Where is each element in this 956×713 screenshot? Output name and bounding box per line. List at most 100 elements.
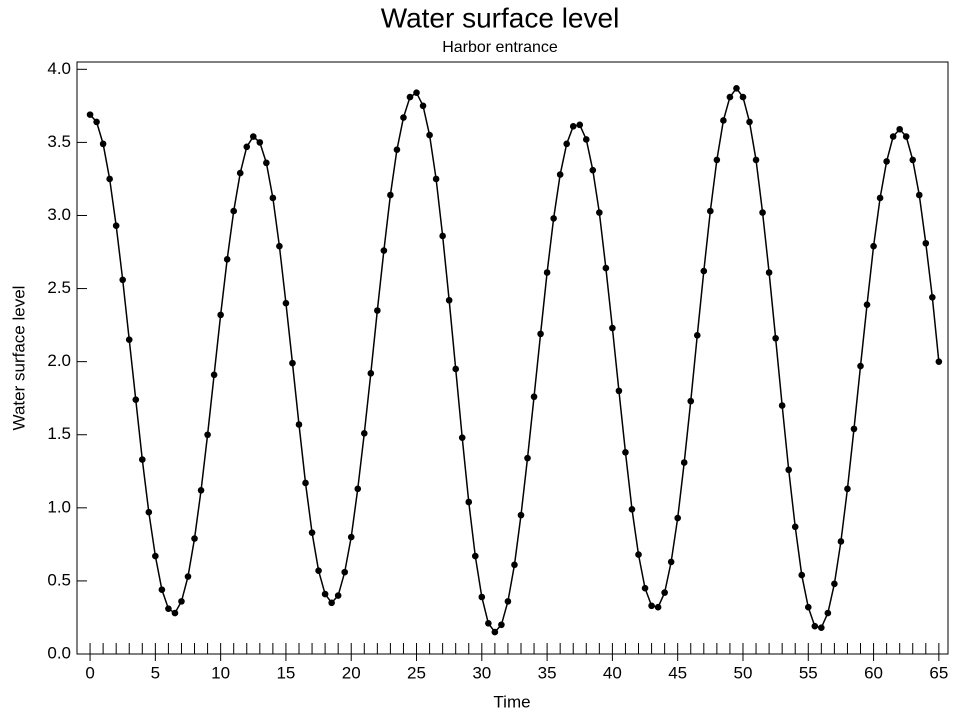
- y-axis-label: Water surface level: [9, 286, 28, 431]
- data-point: [628, 505, 636, 513]
- data-point: [778, 402, 786, 409]
- data-point: [236, 169, 244, 177]
- data-point: [223, 256, 231, 263]
- data-point: [419, 102, 427, 110]
- data-point: [844, 485, 851, 493]
- data-point: [132, 396, 140, 403]
- y-tick-label: 1.5: [47, 424, 71, 443]
- x-tick-label: 55: [799, 663, 818, 682]
- data-point: [504, 598, 512, 605]
- data-point: [654, 603, 662, 611]
- data-point: [935, 358, 943, 365]
- data-point: [263, 159, 270, 167]
- data-point: [458, 434, 466, 441]
- data-point: [739, 93, 747, 101]
- data-point: [759, 209, 766, 216]
- x-axis-label: Time: [493, 692, 530, 711]
- data-point: [243, 143, 251, 151]
- data-point: [733, 85, 740, 92]
- x-tick-label: 50: [734, 663, 753, 682]
- x-tick-label: 40: [603, 663, 622, 682]
- data-point: [707, 207, 714, 215]
- data-point: [400, 114, 407, 121]
- data-point: [106, 175, 113, 183]
- data-point: [315, 567, 322, 574]
- data-point: [217, 311, 224, 319]
- data-line: [89, 87, 940, 634]
- y-tick-label: 2.5: [47, 278, 71, 297]
- data-point: [204, 431, 211, 439]
- data-point: [857, 362, 864, 370]
- chart-title: Water surface level: [381, 2, 620, 33]
- y-tick-label: 0.5: [47, 570, 71, 589]
- data-point: [308, 529, 316, 536]
- data-point: [341, 568, 348, 576]
- data-point: [413, 89, 420, 96]
- data-point: [432, 175, 440, 183]
- data-point: [661, 589, 668, 596]
- y-tick-label: 2.0: [47, 351, 71, 370]
- data-point: [765, 269, 773, 276]
- data-point: [720, 117, 727, 124]
- x-tick-label: 35: [538, 663, 557, 682]
- data-point: [249, 133, 257, 140]
- data-point: [680, 459, 688, 466]
- data-point: [863, 301, 871, 308]
- data-point: [289, 359, 296, 367]
- plot-frame: [76, 61, 949, 655]
- data-point: [158, 586, 166, 593]
- data-point: [883, 158, 890, 165]
- data-point: [609, 324, 616, 332]
- data-point: [726, 93, 734, 101]
- data-point: [524, 454, 531, 462]
- data-point: [915, 191, 923, 199]
- data-point: [445, 296, 453, 304]
- data-point: [576, 121, 584, 129]
- data-point: [152, 552, 159, 560]
- data-point: [870, 242, 877, 250]
- data-point: [569, 123, 577, 130]
- data-point: [465, 498, 473, 506]
- data-point: [831, 580, 838, 588]
- data-point: [99, 140, 107, 148]
- data-point: [850, 425, 858, 433]
- data-point: [119, 276, 127, 284]
- data-point: [602, 264, 610, 272]
- data-point: [674, 514, 681, 522]
- data-point: [713, 156, 721, 164]
- data-point: [138, 456, 146, 463]
- x-tick-label: 25: [407, 663, 426, 682]
- data-point: [550, 215, 557, 222]
- data-point: [269, 194, 277, 202]
- data-point: [596, 209, 603, 216]
- data-point: [498, 621, 505, 629]
- data-point: [165, 605, 172, 612]
- data-point: [824, 609, 832, 617]
- data-point: [791, 523, 799, 531]
- y-tick-label: 3.5: [47, 132, 71, 151]
- data-point: [687, 397, 695, 405]
- data-point: [145, 508, 153, 516]
- data-point: [367, 370, 375, 377]
- y-tick-label: 4.0: [47, 59, 71, 78]
- x-tick-label: 10: [211, 663, 230, 682]
- data-point: [752, 156, 760, 164]
- data-point: [537, 330, 544, 338]
- data-point: [471, 552, 479, 560]
- data-point: [543, 269, 551, 276]
- data-point: [563, 140, 570, 148]
- data-point: [93, 118, 100, 126]
- data-point: [125, 336, 133, 344]
- data-point: [354, 485, 362, 493]
- data-point: [909, 156, 917, 164]
- data-point: [785, 466, 792, 474]
- data-point: [693, 332, 701, 339]
- data-point: [582, 136, 590, 143]
- data-point: [818, 624, 825, 631]
- x-tick-label: 65: [929, 663, 948, 682]
- data-point: [648, 602, 655, 610]
- data-point: [230, 207, 238, 215]
- data-point: [511, 561, 518, 569]
- data-point: [700, 267, 708, 275]
